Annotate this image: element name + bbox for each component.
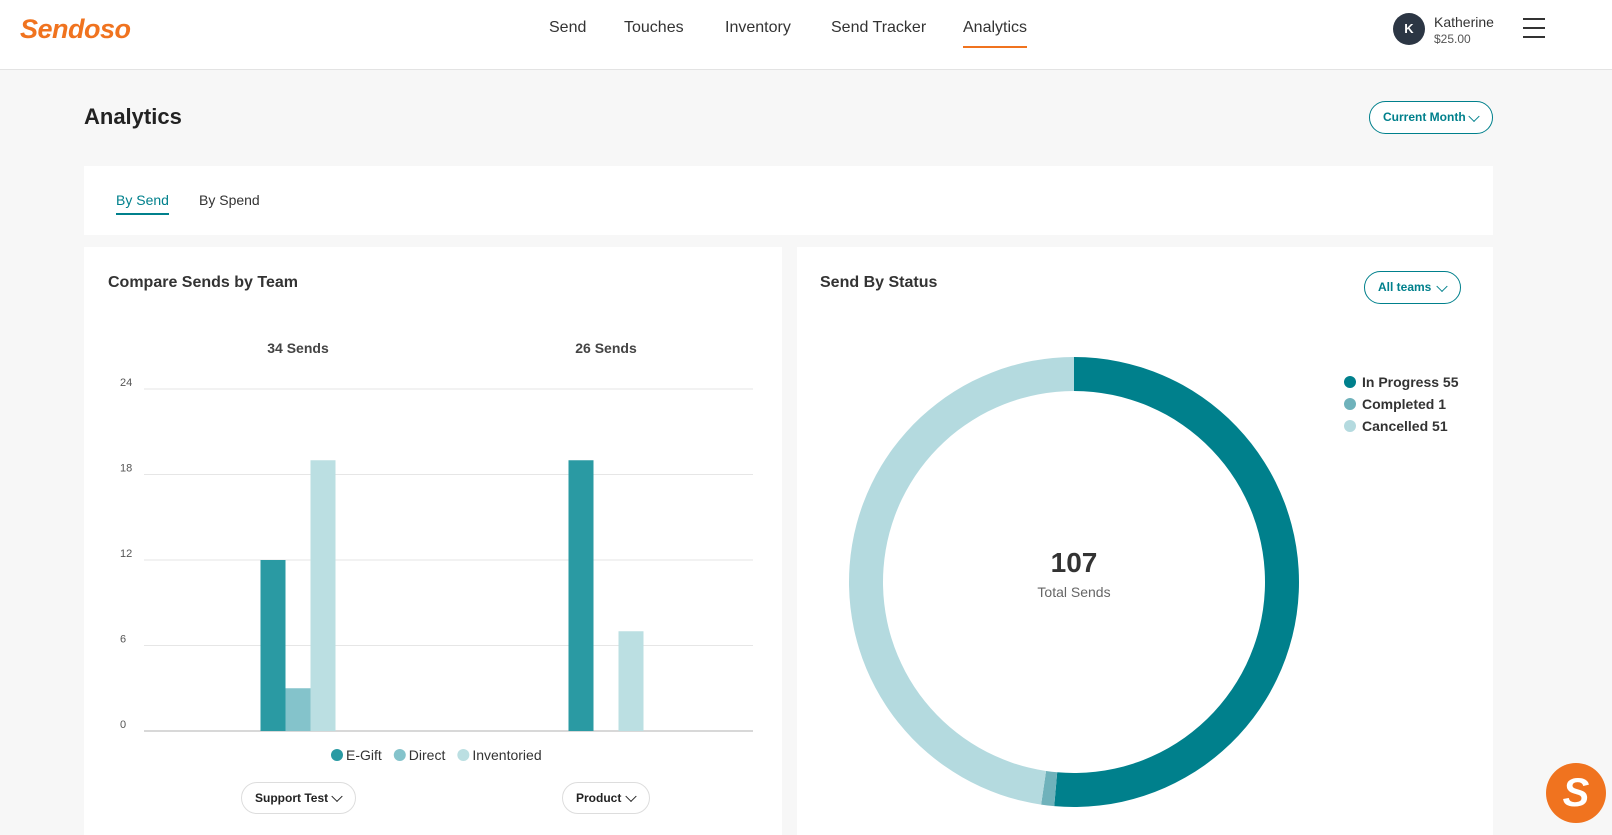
compare-sends-title: Compare Sends by Team [108, 274, 298, 291]
legend-dot [331, 749, 343, 761]
compare-sends-bar-chart: 0 6 12 18 24 34 Sends 26 Sends E-Gift Direct Inve… [120, 340, 753, 763]
bar-e-gift [568, 460, 594, 731]
legend-label: Cancelled [1362, 418, 1429, 434]
all-teams-label: All teams [1378, 280, 1432, 294]
legend-value: 55 [1442, 374, 1459, 390]
nav-item-send-tracker[interactable]: Send Tracker [831, 19, 927, 36]
legend-value: 1 [1438, 396, 1447, 412]
help-chat-button[interactable]: S [1546, 763, 1606, 823]
team-selector-label: Product [576, 791, 622, 805]
tab-by-spend[interactable]: By Spend [199, 192, 260, 208]
user-balance: $25.00 [1434, 32, 1471, 46]
legend-label: Inventoried [472, 747, 541, 763]
legend-dot [393, 749, 406, 761]
donut-slice-cancelled [848, 357, 1074, 805]
y-tick-label: 12 [120, 548, 132, 560]
legend-in-progress: In Progress 55 [1344, 374, 1459, 390]
legend-label: Completed [1362, 396, 1435, 412]
page-title: Analytics [84, 104, 182, 129]
donut-slice-completed [1041, 770, 1058, 807]
tab-by-send[interactable]: By Send [116, 192, 169, 215]
donut-slice-in-progress [1054, 357, 1299, 807]
nav-item-send[interactable]: Send [549, 19, 587, 36]
user-name[interactable]: Katherine [1434, 14, 1494, 30]
hamburger-menu-icon[interactable] [1523, 18, 1545, 38]
user-avatar[interactable]: K [1393, 13, 1425, 45]
legend-dot [1344, 398, 1356, 410]
bar-inventoried [310, 460, 336, 731]
team-selector-label: Support Test [255, 791, 329, 805]
group-total-label: 34 Sends [267, 340, 329, 356]
legend-value: 51 [1432, 418, 1448, 434]
chevron-down-icon [1436, 280, 1448, 292]
team-selector-product[interactable]: Product [562, 782, 650, 814]
total-sends-label: Total Sends [1037, 584, 1110, 600]
y-tick-label: 18 [120, 463, 132, 475]
chevron-down-icon [331, 790, 343, 803]
chevron-down-icon [625, 790, 637, 803]
period-dropdown-label: Current Month [1383, 110, 1466, 124]
legend-completed: Completed 1 [1344, 396, 1446, 412]
bar-direct [285, 688, 311, 731]
y-tick-label: 24 [120, 377, 132, 389]
y-tick-label: 0 [120, 719, 126, 731]
legend-label: Direct [409, 747, 446, 763]
legend-label: E-Gift [346, 747, 382, 763]
bar-e-gift [260, 560, 286, 731]
sendoso-logo[interactable]: Sendoso [20, 14, 131, 44]
legend-dot [457, 749, 470, 761]
nav-item-touches[interactable]: Touches [624, 19, 684, 36]
all-teams-dropdown[interactable]: All teams [1364, 271, 1461, 304]
main-nav: Send Touches Inventory Send Tracker Anal… [0, 0, 1612, 70]
chevron-down-icon [1468, 110, 1480, 122]
legend-dot [1344, 420, 1356, 432]
period-dropdown[interactable]: Current Month [1369, 101, 1493, 134]
legend-label: In Progress [1362, 374, 1440, 390]
legend-cancelled: Cancelled 51 [1344, 418, 1448, 434]
compare-sends-card: Compare Sends by Team 0 6 12 18 24 34 Sends 26… [84, 247, 782, 835]
y-tick-label: 6 [120, 634, 126, 646]
team-selector-support-test[interactable]: Support Test [241, 782, 356, 814]
send-status-donut-chart: 107 Total Sends [848, 357, 1299, 807]
group-total-label: 26 Sends [575, 340, 637, 356]
total-sends-value: 107 [1051, 547, 1098, 578]
top-navigation-bar: Sendoso Send Touches Inventory Send Trac… [0, 0, 1612, 70]
bar-inventoried [618, 631, 644, 731]
send-by-status-title: Send By Status [820, 274, 938, 291]
legend-dot [1344, 376, 1356, 388]
nav-item-inventory[interactable]: Inventory [725, 19, 791, 36]
send-by-status-card: Send By Status All teams 107 Total Sends … [797, 247, 1493, 835]
view-tabs: By Send By Spend [84, 166, 1493, 235]
nav-item-analytics[interactable]: Analytics [963, 18, 1028, 48]
